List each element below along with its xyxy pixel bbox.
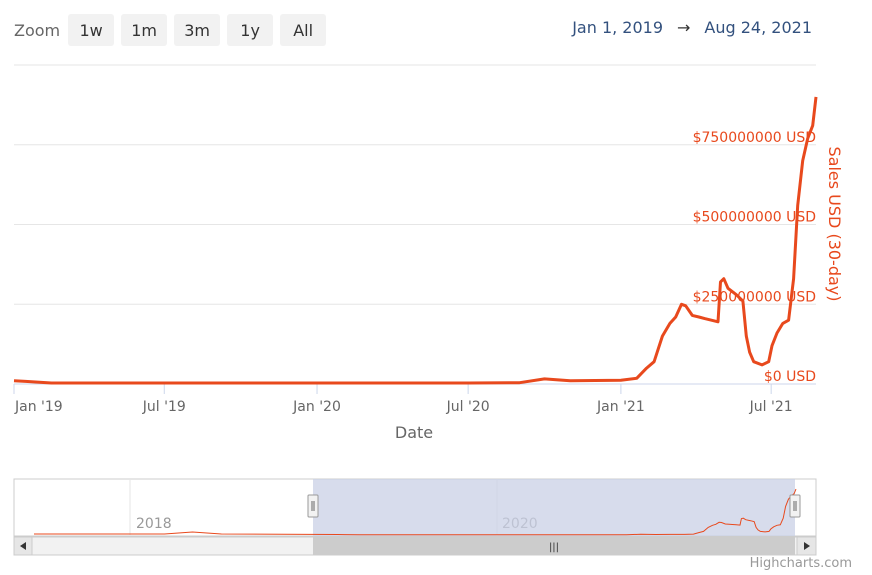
range-to-date[interactable]: Aug 24, 2021 <box>704 18 812 37</box>
y-axis-title: Sales USD (30-day) <box>825 147 844 302</box>
y-axis-ticks: $0 USD $250000000 USD $500000000 USD $75000… <box>693 130 816 385</box>
date-range: Jan 1, 2019 → Aug 24, 2021 <box>572 18 812 37</box>
x-tick-label: Jan '21 <box>596 399 645 415</box>
x-tick-label: Jul '19 <box>142 399 186 415</box>
series-line <box>13 96 818 385</box>
navigator-series-line <box>34 488 797 536</box>
navigator-right-handle[interactable] <box>789 494 801 518</box>
zoom-bar: Zoom 1w 1m 3m 1y All <box>0 14 333 46</box>
zoom-1m-button[interactable]: 1m <box>121 14 168 46</box>
x-tick-label: Jan '20 <box>292 399 341 415</box>
y-tick-label: $500000000 USD <box>693 210 816 226</box>
navigator-selected-range[interactable] <box>313 479 795 536</box>
x-tick-label: Jul '21 <box>749 399 793 415</box>
zoom-1y-button[interactable]: 1y <box>227 14 274 46</box>
zoom-all-button[interactable]: All <box>280 14 327 46</box>
highcharts-credit[interactable]: Highcharts.com <box>749 556 852 571</box>
zoom-label: Zoom <box>14 20 61 40</box>
y-tick-label: $0 USD <box>764 369 816 385</box>
scroll-right-icon <box>804 542 810 550</box>
scrollbar-thumb[interactable] <box>313 537 795 555</box>
x-axis-ticks: Jan '19 Jul '19 Jan '20 Jul '20 Jan '21 Jul '… <box>13 384 793 415</box>
zoom-1w-button[interactable]: 1w <box>68 14 115 46</box>
zoom-3m-button[interactable]: 3m <box>174 14 221 46</box>
x-axis-title: Date <box>395 423 433 442</box>
range-arrow-icon: → <box>677 18 691 37</box>
y-tick-label: $750000000 USD <box>693 130 816 146</box>
navigator-left-handle[interactable] <box>307 494 319 518</box>
navigator[interactable]: 2018 2020 <box>13 478 817 537</box>
x-tick-label: Jan '19 <box>14 399 63 415</box>
scroll-left-icon <box>20 542 26 550</box>
range-from-date[interactable]: Jan 1, 2019 <box>572 18 664 37</box>
x-tick-label: Jul '20 <box>446 399 490 415</box>
y-tick-label: $250000000 USD <box>693 289 816 305</box>
navigator-label: 2018 <box>136 516 172 532</box>
scrollbar-grip-icon: ||| <box>549 542 559 553</box>
scrollbar[interactable]: ||| <box>13 536 817 556</box>
